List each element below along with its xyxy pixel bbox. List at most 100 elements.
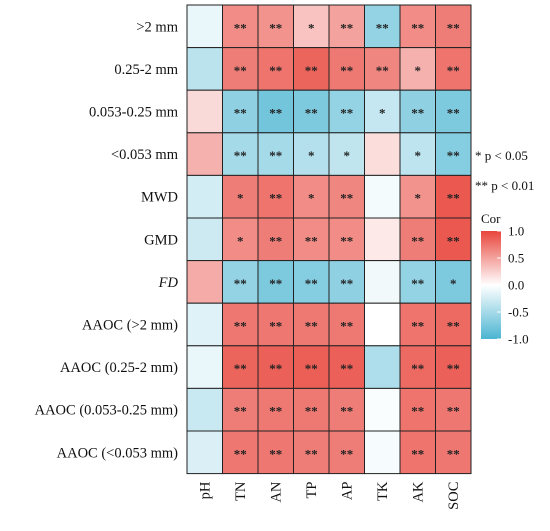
significance-mark: ** [340, 361, 353, 376]
heatmap-cell [364, 132, 401, 176]
significance-mark: ** [447, 446, 460, 461]
row-label: AAOC (<0.053 mm) [57, 445, 179, 461]
significance-mark: ** [340, 233, 353, 248]
heatmap-cell [435, 302, 472, 347]
significance-mark: ** [411, 233, 424, 248]
significance-mark: ** [234, 361, 247, 376]
column-label: TN [233, 481, 249, 501]
heatmap-cell [222, 302, 259, 347]
heatmap-cell [186, 260, 223, 304]
legend-title: Cor [481, 211, 501, 226]
legend-tick-label: -0.5 [508, 305, 529, 320]
row-labels: >2 mm 0.25-2 mm 0.053-0.25 mm <0.053 mm MWD G… [35, 19, 179, 461]
heatmap-cell [293, 430, 330, 475]
heatmap-cell [435, 260, 472, 304]
significance-marks: ** ** * ** ** ** **** ** ** ** ** * **** ** ** ** * ** ***… [234, 20, 460, 461]
heatmap-cell [364, 47, 401, 91]
significance-mark: * [308, 20, 315, 35]
heatmap-cell [222, 260, 259, 304]
significance-mark: * [308, 148, 315, 163]
column-label: AP [340, 482, 356, 501]
significance-mark: * [450, 276, 457, 291]
significance-mark: ** [340, 404, 353, 419]
significance-mark: * [415, 191, 422, 206]
heatmap-cell [435, 89, 472, 134]
heatmap-cell [328, 430, 365, 475]
significance-mark: * [379, 106, 386, 121]
heatmap-cell [328, 387, 365, 432]
significance-mark: ** [269, 361, 282, 376]
color-legend: Cor 1.0 0.5 0.0 -0.5 -1.0 [481, 211, 529, 347]
significance-mark: ** [411, 446, 424, 461]
significance-mark: ** [269, 276, 282, 291]
significance-mark: ** [269, 106, 282, 121]
row-label: MWD [141, 190, 178, 206]
row-label: AAOC (0.053-0.25 mm) [35, 403, 179, 419]
row-label: 0.25-2 mm [114, 62, 178, 78]
significance-mark: ** [305, 319, 318, 334]
significance-mark: ** [447, 319, 460, 334]
heatmap-cell [328, 217, 365, 262]
heatmap-cell [364, 217, 401, 262]
significance-mark: ** [340, 20, 353, 35]
heatmap-cell [293, 89, 330, 134]
column-label: AK [411, 481, 427, 502]
heatmap-cell [364, 387, 401, 432]
significance-mark: ** [305, 63, 318, 78]
heatmap-cell [186, 430, 223, 475]
significance-mark: * [308, 191, 315, 206]
significance-mark: ** [305, 446, 318, 461]
significance-mark: ** [305, 106, 318, 121]
significance-mark: ** [269, 404, 282, 419]
heatmap-cell [399, 4, 436, 49]
significance-mark: ** [340, 276, 353, 291]
heatmap-cell [186, 132, 223, 176]
significance-mark: ** [447, 233, 460, 248]
legend-ticks: 1.0 0.5 0.0 -0.5 -1.0 [497, 224, 529, 347]
significance-mark: ** [234, 63, 247, 78]
heatmap-cell [399, 302, 436, 347]
heatmap-cell [435, 430, 472, 475]
significance-note: ** p < 0.01 [475, 178, 534, 193]
row-label: >2 mm [136, 19, 178, 35]
heatmap-cell [257, 302, 294, 347]
heatmap-cell [186, 387, 223, 432]
heatmap-cell [186, 345, 223, 389]
significance-mark: ** [376, 20, 389, 35]
legend-tick-label: -1.0 [508, 332, 529, 347]
heatmap-cell [257, 4, 294, 49]
column-label: AN [269, 481, 285, 502]
heatmap-cell [293, 260, 330, 304]
significance-mark: ** [269, 63, 282, 78]
heatmap-cell [293, 217, 330, 262]
legend-tick-label: 0.0 [508, 278, 524, 293]
significance-mark: ** [340, 106, 353, 121]
row-label: GMD [144, 232, 178, 248]
heatmap-cell [186, 217, 223, 262]
legend-colorbar [481, 231, 501, 339]
heatmap-cell [364, 260, 401, 304]
heatmap-cell [257, 132, 294, 176]
row-label: AAOC (0.25-2 mm) [60, 360, 178, 376]
significance-mark: ** [340, 63, 353, 78]
heatmap-cell [222, 4, 259, 49]
row-label: AAOC (>2 mm) [82, 318, 178, 334]
heatmap-cell [222, 174, 259, 219]
significance-mark: ** [447, 106, 460, 121]
significance-mark: * [237, 233, 244, 248]
significance-mark: ** [447, 191, 460, 206]
heatmap-cell [399, 430, 436, 475]
significance-mark: ** [269, 446, 282, 461]
heatmap-cell [186, 47, 223, 91]
significance-mark: ** [269, 319, 282, 334]
significance-mark: ** [340, 191, 353, 206]
significance-mark: ** [376, 63, 389, 78]
heatmap-cell [186, 4, 223, 49]
row-label: FD [158, 275, 179, 291]
heatmap-cell [364, 174, 401, 219]
heatmap-cell [399, 345, 436, 389]
heatmap-cell [364, 302, 401, 347]
significance-mark: ** [447, 361, 460, 376]
heatmap-cell [399, 89, 436, 134]
